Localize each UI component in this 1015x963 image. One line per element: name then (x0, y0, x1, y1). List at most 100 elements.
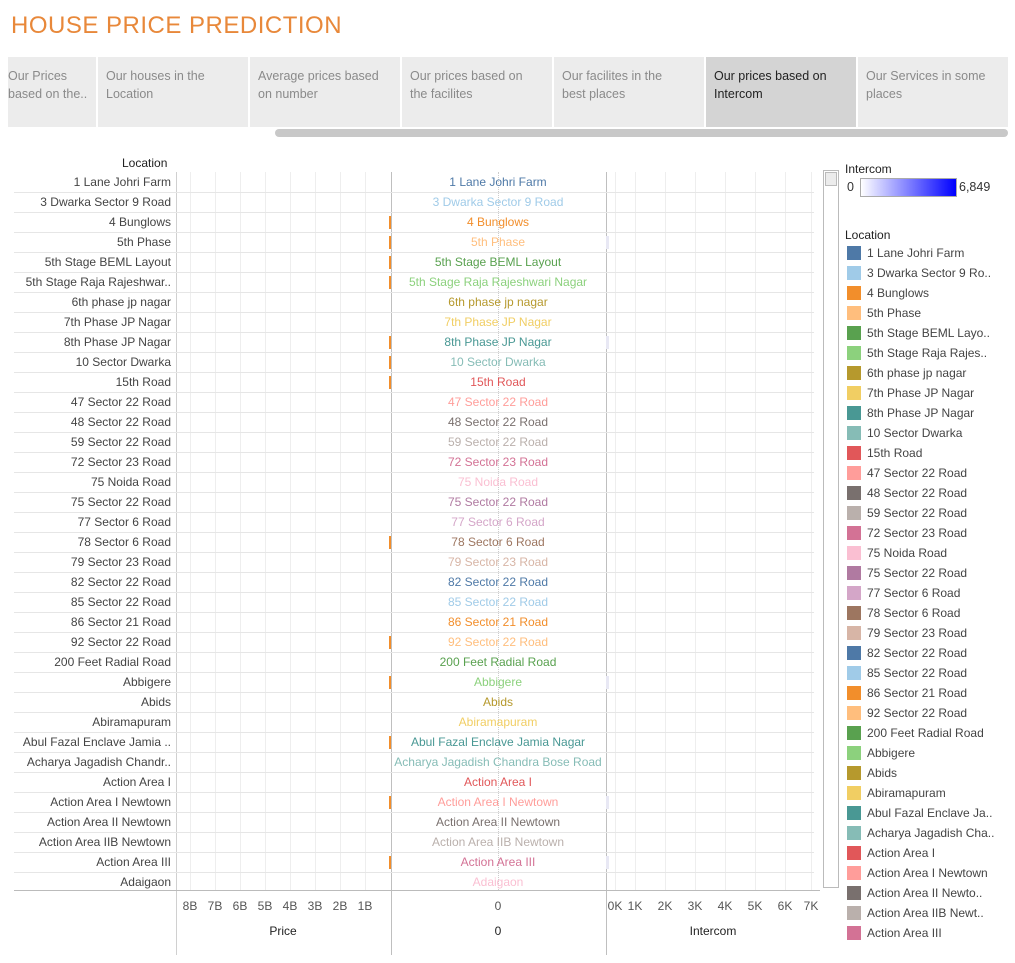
row-separator (14, 532, 814, 533)
row-label: 85 Sector 22 Road (70, 595, 171, 609)
legend-item[interactable]: Action Area IIB Newt.. (847, 904, 984, 922)
legend-item[interactable]: Action Area I Newtown (847, 864, 988, 882)
legend-item[interactable]: 7th Phase JP Nagar (847, 384, 974, 402)
price-axis-tick: 5B (257, 899, 273, 913)
legend-item[interactable]: 8th Phase JP Nagar (847, 404, 974, 422)
legend-item[interactable]: 10 Sector Dwarka (847, 424, 962, 442)
tab-5[interactable]: Our prices based on Intercom (706, 57, 856, 127)
tab-4[interactable]: Our facilites in the best places (554, 57, 704, 127)
vertical-scrollbar[interactable] (823, 170, 839, 888)
row-label: 86 Sector 21 Road (70, 615, 171, 629)
legend-item[interactable]: 47 Sector 22 Road (847, 464, 967, 482)
intercom-axis-tick: 6K (777, 899, 793, 913)
price-gridline (265, 172, 266, 890)
legend-swatch (847, 266, 861, 280)
legend-item-label: 75 Sector 22 Road (867, 566, 968, 580)
center-location-label: Action Area I Newtown (437, 795, 559, 809)
price-bar (389, 676, 391, 689)
legend-item-label: 59 Sector 22 Road (867, 506, 968, 520)
price-gridline (215, 172, 216, 890)
tab-0[interactable]: Our Prices based on the.. (8, 57, 96, 127)
legend-item[interactable]: Abids (847, 764, 897, 782)
legend-item[interactable]: 86 Sector 21 Road (847, 684, 967, 702)
center-location-label: 48 Sector 22 Road (447, 415, 549, 429)
price-axis-tick: 7B (207, 899, 223, 913)
row-separator (14, 412, 814, 413)
legend-item[interactable]: 85 Sector 22 Road (847, 664, 967, 682)
legend-item[interactable]: 5th Phase (847, 304, 921, 322)
intercom-bar (606, 676, 609, 689)
intercom-gridline (665, 172, 666, 890)
legend-item[interactable]: 59 Sector 22 Road (847, 504, 967, 522)
legend-item[interactable]: 1 Lane Johri Farm (847, 244, 964, 262)
center-location-label: Acharya Jagadish Chandra Bose Road (394, 755, 602, 769)
legend-item[interactable]: 5th Stage BEML Layo.. (847, 324, 990, 342)
legend-swatch (847, 486, 861, 500)
tab-6[interactable]: Our Services in some places (858, 57, 1008, 127)
center-location-label: 1 Lane Johri Farm (449, 175, 547, 189)
legend-item[interactable]: 48 Sector 22 Road (847, 484, 967, 502)
price-bar (389, 236, 391, 249)
legend-item[interactable]: 92 Sector 22 Road (847, 704, 967, 722)
tab-label-line1: Our houses in the (106, 69, 205, 83)
center-location-label: 5th Phase (470, 235, 526, 249)
price-gridline (290, 172, 291, 890)
row-label: Abiramapuram (92, 715, 171, 729)
legend-item[interactable]: 3 Dwarka Sector 9 Ro.. (847, 264, 991, 282)
legend-swatch (847, 586, 861, 600)
legend-item[interactable]: 6th phase jp nagar (847, 364, 966, 382)
legend-item[interactable]: 200 Feet Radial Road (847, 724, 984, 742)
legend-item-label: Action Area III (867, 926, 942, 940)
center-location-label: 200 Feet Radial Road (439, 655, 557, 669)
x-axis-line (14, 890, 820, 891)
price-bar (389, 276, 391, 289)
legend-item[interactable]: 5th Stage Raja Rajes.. (847, 344, 987, 362)
legend-item-label: Abids (867, 766, 898, 780)
row-separator (14, 732, 814, 733)
intercom-axis-title: Intercom (689, 924, 737, 938)
intercom-bar (606, 796, 609, 809)
row-separator (14, 792, 814, 793)
price-bar (389, 856, 391, 869)
intercom-legend-max: 6,849 (959, 180, 991, 194)
price-gridline (365, 172, 366, 890)
legend-item[interactable]: Action Area I (847, 844, 935, 862)
price-axis-tick: 8B (182, 899, 198, 913)
tab-3[interactable]: Our prices based on the facilites (402, 57, 552, 127)
tab-2[interactable]: Average prices based on number (250, 57, 400, 127)
row-label: 15th Road (115, 375, 171, 389)
legend-item[interactable]: 78 Sector 6 Road (847, 604, 960, 622)
legend-item[interactable]: 77 Sector 6 Road (847, 584, 960, 602)
legend-item[interactable]: Acharya Jagadish Cha.. (847, 824, 994, 842)
scrollbar-thumb[interactable] (825, 172, 837, 186)
legend-swatch (847, 466, 861, 480)
row-label: 8th Phase JP Nagar (63, 335, 171, 349)
legend-item[interactable]: Abiramapuram (847, 784, 946, 802)
row-separator (14, 332, 814, 333)
legend-item[interactable]: 79 Sector 23 Road (847, 624, 967, 642)
legend-item[interactable]: 75 Noida Road (847, 544, 947, 562)
tab-1[interactable]: Our houses in the Location (98, 57, 248, 127)
legend-item[interactable]: 15th Road (847, 444, 922, 462)
tab-scrollbar[interactable] (275, 129, 1008, 137)
legend-item[interactable]: 4 Bunglows (847, 284, 929, 302)
legend-item-label: 5th Phase (867, 306, 922, 320)
legend-item[interactable]: 75 Sector 22 Road (847, 564, 967, 582)
row-label: 5th Phase (116, 235, 171, 249)
legend-item[interactable]: Action Area II Newto.. (847, 884, 982, 902)
legend-item[interactable]: 82 Sector 22 Road (847, 644, 967, 662)
center-location-label: 5th Stage BEML Layout (434, 255, 562, 269)
row-label: 77 Sector 6 Road (77, 515, 171, 529)
tab-label-line2: places (866, 87, 903, 101)
legend-item[interactable]: Abbigere (847, 744, 915, 762)
legend-item-label: 77 Sector 6 Road (867, 586, 961, 600)
legend-item[interactable]: Abul Fazal Enclave Ja.. (847, 804, 992, 822)
price-bar (389, 636, 391, 649)
row-label: 5th Stage Raja Rajeshwar.. (25, 275, 171, 289)
legend-item[interactable]: Action Area III (847, 924, 942, 942)
legend-item[interactable]: 72 Sector 23 Road (847, 524, 967, 542)
row-separator (14, 772, 814, 773)
center-location-label: 86 Sector 21 Road (447, 615, 549, 629)
legend-item-label: 47 Sector 22 Road (867, 466, 968, 480)
row-separator (14, 672, 814, 673)
